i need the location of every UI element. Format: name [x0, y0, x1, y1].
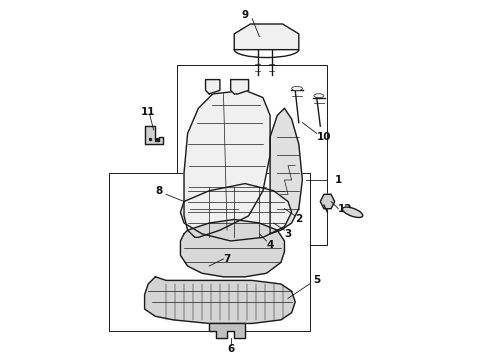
Text: 2: 2: [295, 215, 302, 224]
Text: 4: 4: [267, 239, 274, 249]
Text: 8: 8: [155, 186, 163, 196]
Ellipse shape: [314, 94, 324, 98]
Text: 6: 6: [227, 343, 234, 354]
Bar: [177, 65, 327, 244]
Ellipse shape: [343, 207, 363, 217]
Polygon shape: [209, 323, 245, 338]
Text: 7: 7: [223, 254, 231, 264]
Text: 12: 12: [338, 204, 353, 214]
Polygon shape: [205, 80, 220, 94]
Polygon shape: [145, 277, 295, 323]
Text: 1: 1: [335, 175, 342, 185]
Polygon shape: [270, 108, 302, 234]
Text: 9: 9: [242, 10, 248, 20]
Polygon shape: [184, 90, 270, 237]
Ellipse shape: [292, 86, 302, 91]
Polygon shape: [320, 194, 335, 209]
Polygon shape: [145, 126, 163, 144]
Polygon shape: [231, 80, 248, 94]
Bar: [109, 173, 310, 330]
Text: 10: 10: [317, 132, 331, 142]
Text: 11: 11: [141, 107, 155, 117]
Text: 5: 5: [313, 275, 320, 285]
Polygon shape: [180, 220, 285, 277]
Polygon shape: [234, 24, 299, 50]
Text: 3: 3: [284, 229, 292, 239]
Polygon shape: [180, 184, 292, 241]
